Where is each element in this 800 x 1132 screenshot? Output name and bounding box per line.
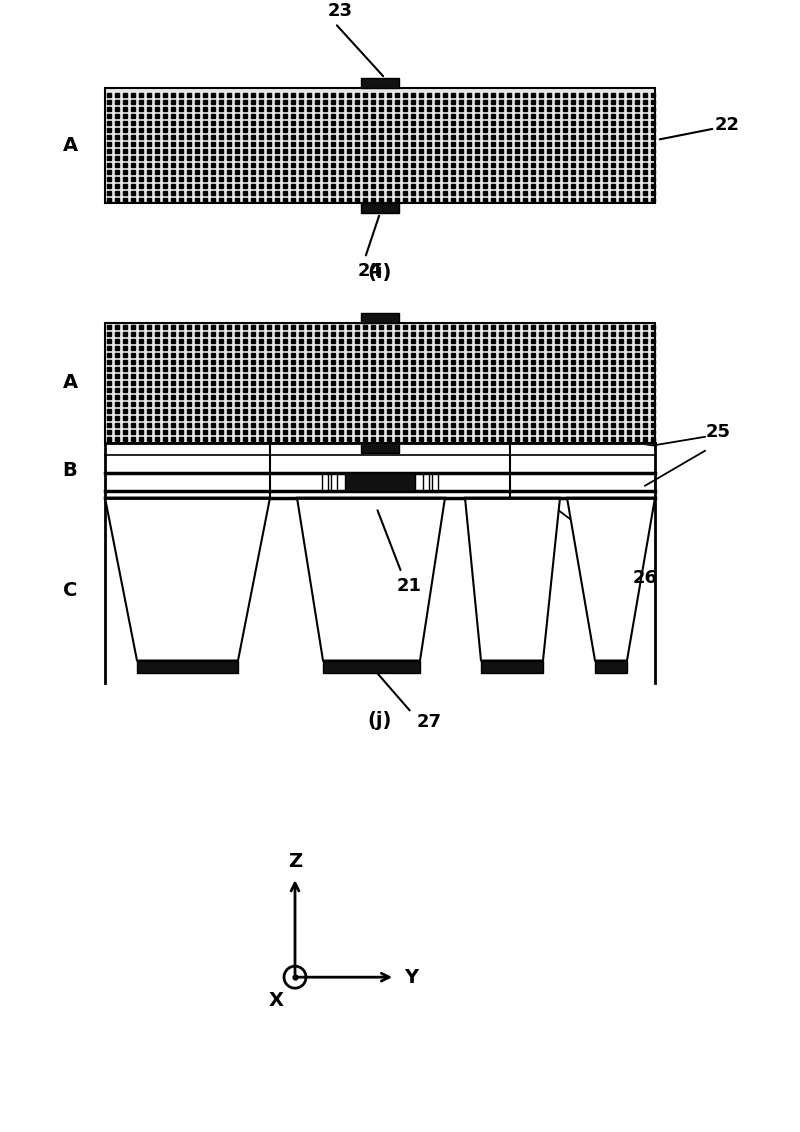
Text: B: B xyxy=(62,461,78,480)
Bar xyxy=(105,88,655,203)
Polygon shape xyxy=(567,498,655,661)
Bar xyxy=(345,473,415,491)
Bar xyxy=(105,323,655,443)
Bar xyxy=(361,312,399,323)
Bar xyxy=(322,474,328,490)
Text: 22: 22 xyxy=(714,115,739,134)
Text: Z: Z xyxy=(288,851,302,871)
Text: 26: 26 xyxy=(633,568,658,586)
Text: 27: 27 xyxy=(417,713,442,731)
Bar xyxy=(481,661,543,672)
Text: X: X xyxy=(269,990,283,1010)
Bar xyxy=(323,661,420,672)
Bar xyxy=(595,661,627,672)
Text: Y: Y xyxy=(404,968,418,987)
Bar xyxy=(105,498,655,683)
Polygon shape xyxy=(465,498,560,661)
Bar xyxy=(331,474,337,490)
Bar xyxy=(137,661,238,672)
Text: A: A xyxy=(62,136,78,155)
Bar xyxy=(361,443,399,453)
Polygon shape xyxy=(297,498,445,661)
Text: A: A xyxy=(62,374,78,393)
Text: C: C xyxy=(63,581,77,600)
Text: (j): (j) xyxy=(368,711,392,730)
Bar xyxy=(361,203,399,213)
Text: 21: 21 xyxy=(397,576,422,594)
Polygon shape xyxy=(105,498,270,661)
Bar xyxy=(511,446,652,454)
Text: 25: 25 xyxy=(706,423,730,440)
Text: 23: 23 xyxy=(327,2,353,20)
Text: 24: 24 xyxy=(358,261,382,280)
Bar xyxy=(105,443,655,498)
Text: (i): (i) xyxy=(368,264,392,283)
Bar xyxy=(361,78,399,88)
Bar xyxy=(423,474,429,490)
Bar xyxy=(432,474,438,490)
